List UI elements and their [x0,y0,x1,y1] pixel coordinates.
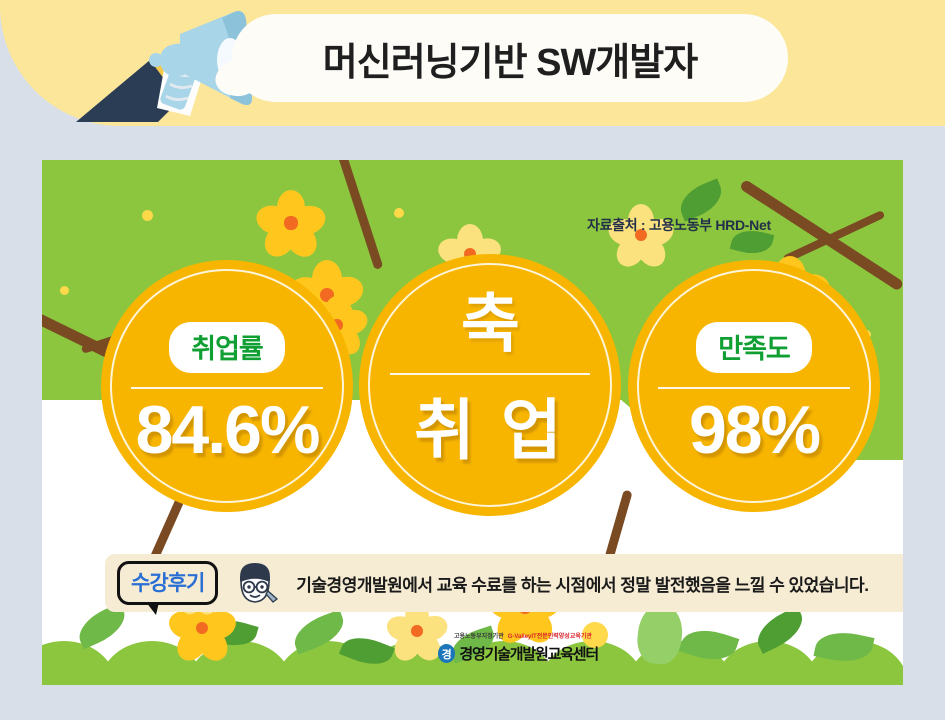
stat-value: 98% [688,392,821,468]
dot [142,210,153,221]
stat-circle-satisfaction: 만족도 98% [628,260,880,512]
page-title: 머신러닝기반 SW개발자 [322,41,698,84]
organization-logo: 고용노동부지정기관 G-ValleyIT전문인력양성교육기관 경 경영기술개발원… [438,634,599,674]
header-band: 머신러닝기반 SW개발자 [0,0,945,126]
stat-top-word: 축 [461,288,520,360]
logo-name-text: 경영기술개발원교육센터 [459,646,599,663]
poster-panel: 자료출처 : 고용노동부 HRD-Net 취업률 84.6% 축 취 업 만족도… [42,160,903,685]
flower [286,260,368,338]
flower [252,190,330,263]
logo-gvalley-text: G-ValleyIT전문인력양성교육기관 [507,634,592,640]
stat-divider [131,387,323,389]
dot [60,286,69,295]
stat-label: 취업률 [169,322,285,373]
stat-value: 84.6% [135,392,321,468]
title-bubble: 머신러닝기반 SW개발자 [232,14,788,102]
stat-divider [658,387,850,389]
review-bar: 수강후기 기술경영개발원에서 교육 수료를 하는 시점에서 정말 발전했음을 느… [105,554,903,615]
flower [435,224,505,290]
logo-main-line: 경 경영기술개발원교육센터 [438,643,599,664]
review-text: 기술경영개발원에서 교육 수료를 하는 시점에서 정말 발전했음을 느낄 수 있… [296,575,869,595]
bud [582,622,608,648]
stat-divider [390,372,590,375]
student-avatar-icon [230,561,280,605]
stat-circle-congratulations: 축 취 업 [359,254,621,516]
source-note: 자료출처 : 고용노동부 HRD-Net [587,217,771,233]
stat-label: 만족도 [696,322,812,373]
review-badge: 수강후기 [117,561,219,615]
flower [605,204,677,273]
stat-circle-employment-rate: 취업률 84.6% [101,260,353,512]
logo-top-line: 고용노동부지정기관 G-ValleyIT전문인력양성교육기관 [454,634,598,640]
stat-value: 취 업 [414,392,566,467]
logo-mark-icon: 경 [438,644,456,663]
logo-gov-text: 고용노동부지정기관 [454,634,504,640]
dot [394,208,404,218]
